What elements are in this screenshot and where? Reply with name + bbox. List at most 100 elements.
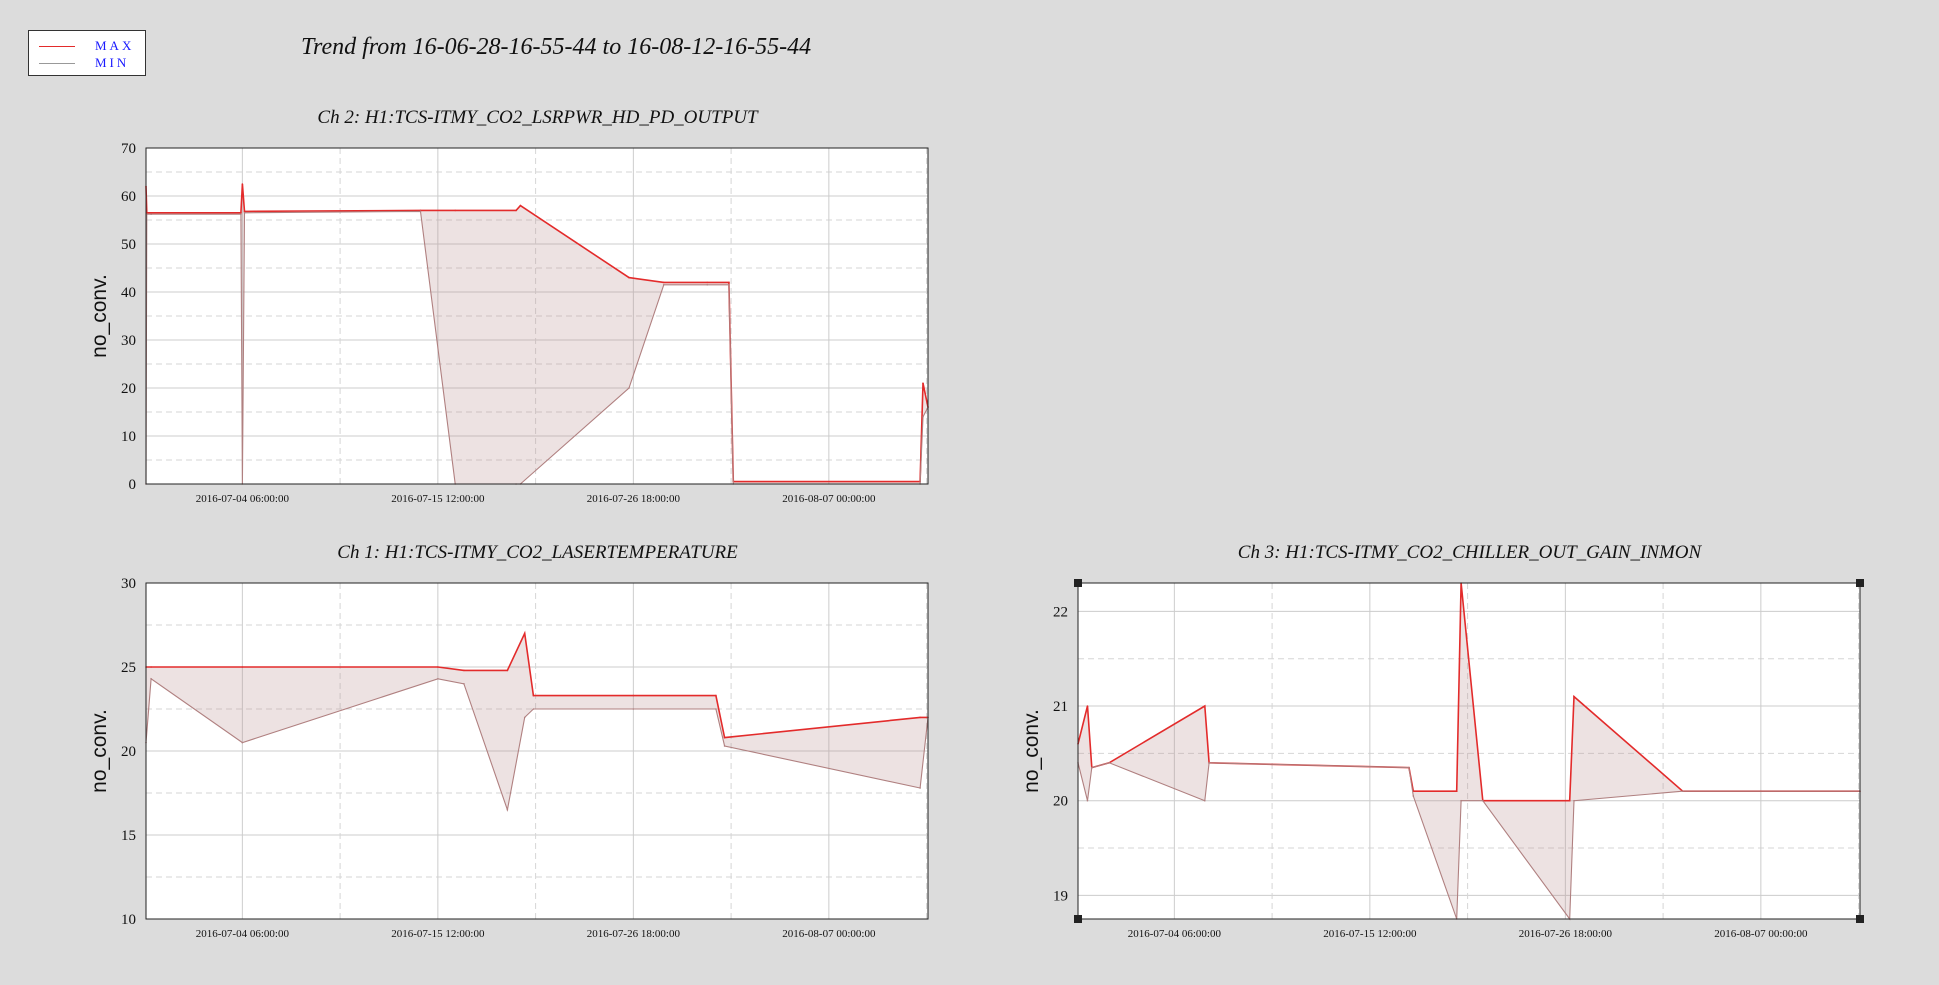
- data-point: [919, 787, 921, 789]
- chart-title-ch2: Ch 2: H1:TCS-ITMY_CO2_LSRPWR_HD_PD_OUTPU…: [317, 107, 758, 128]
- selection-handle[interactable]: [1074, 915, 1082, 923]
- legend-item-max: MAX: [39, 38, 134, 53]
- data-point: [240, 212, 242, 214]
- data-point: [1573, 695, 1575, 698]
- y-tick-label: 0: [129, 477, 137, 493]
- data-point: [1086, 799, 1089, 802]
- x-tick-label: 2016-08-07 00:00:00: [782, 493, 876, 505]
- y-tick-label: 20: [1053, 794, 1068, 810]
- y-tick-label: 50: [121, 237, 136, 253]
- data-point: [662, 281, 665, 284]
- data-point: [1203, 799, 1206, 802]
- x-tick-label: 2016-07-04 06:00:00: [196, 928, 290, 940]
- data-point: [922, 382, 924, 385]
- chart-title-ch1: Ch 1: H1:TCS-ITMY_CO2_LASERTEMPERATURE: [337, 542, 738, 563]
- envelope-fill: [146, 184, 928, 484]
- data-point: [437, 666, 439, 668]
- data-point: [632, 694, 635, 697]
- data-point: [632, 708, 635, 710]
- data-point: [241, 741, 244, 744]
- data-point: [150, 212, 152, 214]
- data-point: [706, 284, 709, 286]
- data-point: [240, 213, 242, 216]
- y-axis-label: no_conv.: [1020, 709, 1043, 793]
- y-tick-label: 22: [1053, 604, 1068, 620]
- data-point: [532, 708, 535, 710]
- y-tick-label: 10: [121, 429, 136, 445]
- data-point: [150, 213, 152, 216]
- x-tick-label: 2016-07-26 18:00:00: [1519, 928, 1613, 940]
- data-point: [506, 809, 509, 811]
- legend: MAX MIN: [28, 30, 146, 76]
- y-tick-label: 19: [1053, 888, 1068, 904]
- y-tick-label: 15: [121, 828, 136, 844]
- main-title: Trend from 16-06-28-16-55-44 to 16-08-12…: [301, 34, 812, 60]
- data-point: [532, 694, 535, 697]
- data-point: [463, 683, 465, 685]
- envelope-fill: [1078, 583, 1860, 919]
- data-point: [243, 212, 246, 214]
- data-point: [150, 677, 152, 680]
- data-point: [1482, 799, 1484, 802]
- data-point: [243, 210, 246, 213]
- data-point: [523, 632, 526, 635]
- y-tick-label: 60: [121, 189, 136, 205]
- data-point: [1460, 799, 1462, 802]
- data-point: [662, 284, 665, 286]
- chart-0: 0 10 20 30 40 50 60 70 2016-07-04 06:00:00 2016-0…: [88, 141, 929, 505]
- data-point: [919, 716, 921, 719]
- selection-handle[interactable]: [1074, 579, 1082, 587]
- data-point: [241, 666, 244, 668]
- chart-2: 19 20 21 22 2016-07-04 06:00:00 2016-07-15 12…: [1020, 582, 1861, 940]
- data-point: [150, 666, 152, 668]
- chart-1: 10 15 20 25 30 2016-07-04 06:00:00 2016-07-15 …: [88, 576, 929, 940]
- x-tick-label: 2016-07-26 18:00:00: [587, 493, 681, 505]
- x-tick-label: 2016-07-15 12:00:00: [391, 493, 485, 505]
- data-point: [715, 708, 717, 710]
- x-tick-label: 2016-07-15 12:00:00: [1323, 928, 1417, 940]
- x-tick-label: 2016-07-04 06:00:00: [196, 493, 290, 505]
- selection-handle[interactable]: [1856, 579, 1864, 587]
- data-point: [1568, 799, 1571, 802]
- chart-title-ch3: Ch 3: H1:TCS-ITMY_CO2_CHILLER_OUT_GAIN_I…: [1237, 542, 1702, 563]
- data-point: [454, 209, 457, 212]
- plot-frame: [1077, 582, 1861, 920]
- y-tick-label: 21: [1053, 699, 1068, 715]
- data-point: [1455, 790, 1458, 793]
- legend-label-min: MIN: [95, 55, 130, 70]
- data-point: [1408, 766, 1410, 769]
- y-tick-label: 70: [121, 141, 136, 157]
- envelope-fill: [146, 633, 928, 810]
- y-tick-label: 30: [121, 576, 136, 592]
- selection-handle[interactable]: [1856, 915, 1864, 923]
- data-point: [728, 284, 730, 286]
- data-point: [1203, 705, 1206, 707]
- y-tick-label: 30: [121, 333, 136, 349]
- data-point: [519, 204, 522, 207]
- data-point: [506, 669, 509, 672]
- data-point: [1091, 766, 1093, 769]
- series-line-max: [145, 183, 929, 483]
- data-point: [723, 736, 726, 739]
- data-point: [241, 183, 244, 185]
- data-point: [1108, 762, 1110, 764]
- legend-swatch-min: [39, 62, 75, 64]
- data-point: [728, 281, 730, 284]
- data-point: [523, 716, 526, 719]
- data-point: [723, 745, 726, 747]
- data-point: [419, 210, 422, 213]
- y-tick-label: 10: [121, 912, 136, 928]
- data-point: [1573, 799, 1575, 802]
- data-point: [628, 387, 630, 389]
- plot-frame: [145, 147, 929, 485]
- data-point: [1208, 762, 1210, 764]
- data-point: [706, 281, 709, 284]
- y-tick-label: 25: [121, 660, 136, 676]
- data-point: [1086, 705, 1089, 707]
- data-point: [1412, 795, 1415, 797]
- y-tick-label: 20: [121, 381, 136, 397]
- data-point: [922, 416, 924, 418]
- data-point: [515, 209, 517, 212]
- x-tick-label: 2016-07-15 12:00:00: [391, 928, 485, 940]
